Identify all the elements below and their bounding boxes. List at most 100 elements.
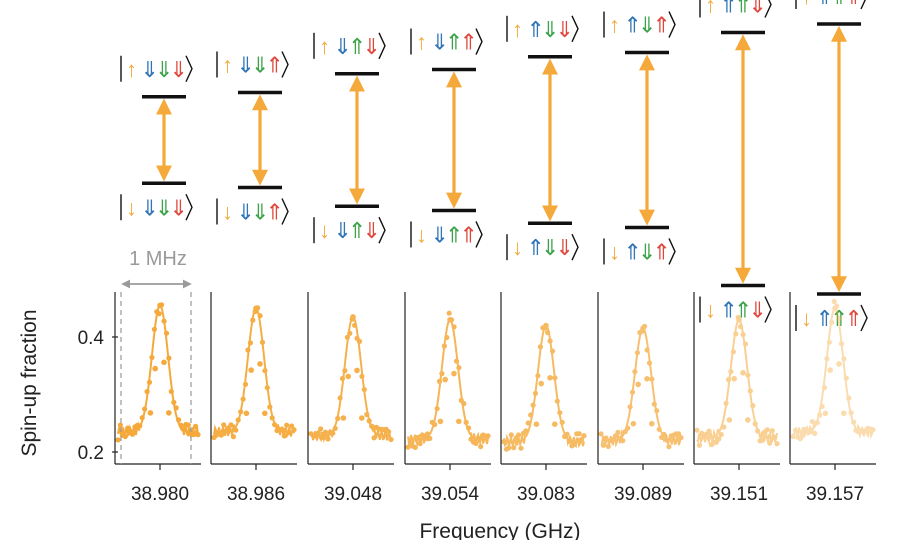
data-point [566, 438, 573, 444]
data-point [451, 324, 457, 330]
data-point [267, 404, 273, 410]
energy-diagram-4: ↑ ⇓⇑⇑↓ ⇓⇑⇑ [410, 28, 483, 248]
data-point [738, 324, 744, 330]
data-point [518, 445, 524, 451]
data-point [432, 421, 438, 428]
data-point [603, 435, 609, 441]
data-point [549, 348, 556, 354]
data-point [831, 298, 837, 305]
lower-state-ket: ↓ ⇑⇑⇓ [699, 296, 772, 323]
data-point [846, 395, 852, 401]
spin-up-arrow: ↑ [512, 17, 523, 42]
data-point [434, 406, 440, 412]
spin-down-arrow: ⇓ [749, 0, 767, 18]
spin-down-arrow: ⇓ [170, 57, 188, 82]
spin-down-arrow: ⇓ [749, 298, 767, 323]
data-point [439, 371, 445, 377]
spin-down-arrow: ↓ [512, 235, 523, 260]
data-point [819, 403, 825, 409]
data-point [386, 429, 392, 435]
data-point [723, 400, 729, 406]
data-point [656, 426, 662, 432]
data-point [117, 422, 123, 428]
data-point [228, 422, 234, 428]
spin-up-arrow: ⇑ [816, 0, 834, 9]
spin-down-arrow: ⇓ [638, 239, 656, 264]
data-point [441, 343, 447, 349]
spin-down-arrow: ⇓ [431, 30, 449, 55]
data-point [537, 344, 544, 350]
spin-up-arrow: ⇑ [816, 306, 834, 331]
fit-curve [407, 318, 489, 448]
data-point [564, 431, 570, 437]
data-point [242, 381, 249, 387]
spin-down-arrow: ↓ [319, 218, 330, 243]
data-point [337, 395, 343, 401]
data-point [190, 431, 196, 438]
data-point [339, 375, 346, 382]
spectrum-panel-4 [405, 310, 491, 450]
data-point [478, 443, 484, 450]
data-point [579, 436, 585, 443]
lower-state-ket: ↓⇑⇑⇑ [795, 304, 868, 332]
data-point [523, 428, 529, 434]
upper-state-ket: ↑ ⇑⇑⇓ [699, 0, 772, 18]
data-point [802, 426, 808, 432]
data-point [843, 375, 849, 381]
lower-state-ket: ↓ ⇓⇓⇓ [120, 193, 193, 221]
data-point [161, 359, 167, 366]
data-point [417, 441, 423, 447]
spin-up-arrow: ↑ [801, 0, 812, 9]
spectrum-panel-8 [790, 298, 876, 442]
spin-up-arrow: ⇑ [527, 235, 545, 260]
spectrum-panel-2 [211, 305, 297, 441]
upper-state-ket: ↑⇑⇑⇑ [795, 0, 866, 10]
data-point [640, 325, 646, 332]
spin-down-arrow: ↓ [222, 200, 233, 225]
data-point [257, 313, 263, 319]
upper-state-ket: ↑ ⇓⇑⇑ [410, 28, 483, 55]
data-point [289, 423, 295, 429]
data-point [243, 410, 250, 417]
spin-down-arrow: ⇓ [556, 235, 574, 260]
data-point [646, 360, 653, 366]
data-point [151, 326, 157, 332]
data-point [752, 421, 758, 427]
data-point [359, 373, 365, 379]
data-point [547, 338, 553, 344]
data-point [318, 426, 324, 432]
data-point [248, 367, 254, 373]
x-tick-label: 38.980 [131, 484, 189, 505]
data-point [180, 426, 187, 432]
data-point [625, 425, 631, 431]
data-point [809, 419, 816, 425]
data-point [240, 396, 246, 402]
data-point [322, 429, 329, 435]
data-point [661, 431, 667, 437]
data-point [860, 429, 866, 435]
data-point [525, 420, 531, 426]
spin-down-arrow: ⇓ [541, 17, 559, 42]
data-point [821, 385, 828, 391]
x-axis-title: Frequency (GHz) [419, 520, 580, 540]
data-point [649, 376, 655, 382]
data-point [824, 356, 830, 362]
data-point [620, 438, 626, 444]
spin-up-arrow: ⇑ [348, 218, 366, 243]
data-point [827, 367, 833, 373]
spectrum-panel-1 [115, 302, 201, 443]
data-point [764, 427, 770, 433]
data-point [851, 419, 857, 425]
data-point [649, 420, 655, 427]
upper-state-ket: ↑ ⇓⇓⇓ [120, 55, 193, 83]
data-point [166, 410, 172, 416]
upper-state-ket: ↑ ⇑⇓⇑ [603, 11, 676, 38]
data-point [281, 433, 287, 439]
lower-state-ket: ↓ ⇓⇓⇑ [216, 198, 289, 225]
data-point [694, 427, 700, 433]
spin-up-arrow: ⇑ [266, 53, 284, 78]
data-point [144, 389, 150, 395]
energy-level-diagrams: ↑ ⇓⇓⇓↓ ⇓⇓⇓↑ ⇓⇓⇑↓ ⇓⇓⇑↑ ⇓⇑⇓↓ ⇓⇑⇓↑ ⇓⇑⇑↓ ⇓⇑⇑↑ ⇑⇓⇓↓ ⇑⇓⇓… [120, 0, 868, 332]
data-point [747, 388, 753, 394]
data-point [221, 422, 227, 428]
